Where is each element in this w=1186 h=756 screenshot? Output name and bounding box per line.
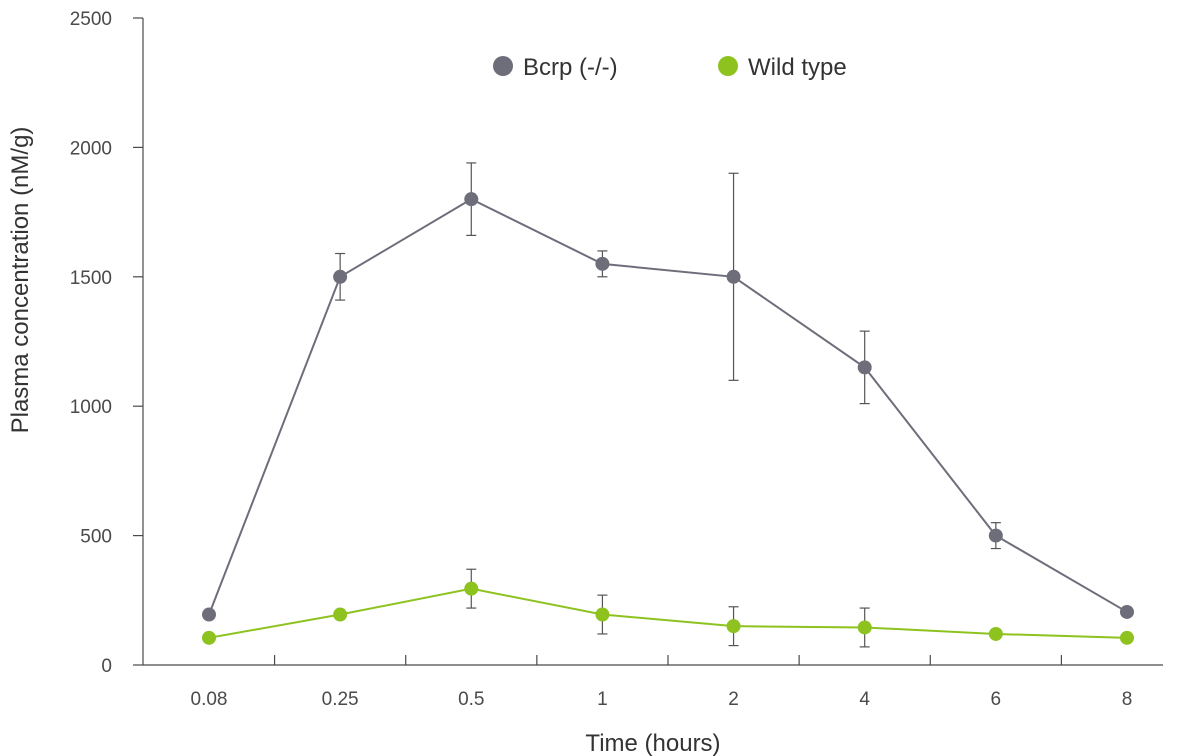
data-point	[726, 619, 741, 634]
y-tick-label: 1500	[70, 268, 112, 289]
data-point	[333, 269, 348, 284]
x-tick-label: 0.08	[191, 689, 228, 710]
y-tick-label: 2000	[70, 138, 112, 159]
x-tick-label: 0.5	[458, 689, 484, 710]
data-point	[333, 607, 348, 622]
legend: Bcrp (-/-) Wild type	[493, 54, 847, 81]
data-point	[1119, 604, 1134, 619]
data-point	[202, 607, 216, 622]
series-layer	[202, 162, 1134, 648]
x-tick-label: 1	[597, 689, 608, 710]
axes: 0 500 1000 1500 2000 2500 0.08 0.25 0.5 1 2 4 6 8	[70, 9, 1163, 710]
data-point	[857, 360, 872, 375]
y-tick-label: 1000	[70, 397, 112, 418]
y-tick-label: 500	[80, 527, 112, 548]
series-group	[202, 568, 1134, 648]
data-point	[726, 269, 741, 284]
legend-marker	[718, 56, 738, 76]
data-point	[988, 528, 1003, 543]
data-point	[595, 256, 610, 271]
series-line	[208, 198, 1128, 615]
data-point	[202, 630, 216, 645]
x-ticks: 0.08 0.25 0.5 1 2 4 6 8	[191, 655, 1133, 710]
series-group	[202, 162, 1134, 622]
data-point	[857, 620, 872, 635]
legend-marker	[493, 56, 513, 76]
x-tick-label: 6	[991, 689, 1002, 710]
x-tick-label: 2	[728, 689, 739, 710]
x-tick-label: 4	[859, 689, 870, 710]
legend-label: Wild type	[748, 54, 847, 81]
data-point	[988, 626, 1003, 641]
y-axis-title: Plasma concentration (nM/g)	[7, 127, 34, 434]
data-point	[1119, 630, 1134, 645]
data-point	[595, 607, 610, 622]
data-point	[464, 192, 479, 207]
y-ticks: 0 500 1000 1500 2000 2500	[70, 9, 143, 677]
series-line	[208, 587, 1128, 639]
y-tick-label: 2500	[70, 9, 112, 30]
data-point	[464, 581, 479, 596]
legend-label: Bcrp (-/-)	[523, 54, 618, 81]
x-tick-label: 8	[1122, 689, 1133, 710]
y-tick-label: 0	[101, 656, 112, 677]
x-tick-label: 0.25	[322, 689, 359, 710]
x-axis-title: Time (hours)	[585, 730, 720, 756]
